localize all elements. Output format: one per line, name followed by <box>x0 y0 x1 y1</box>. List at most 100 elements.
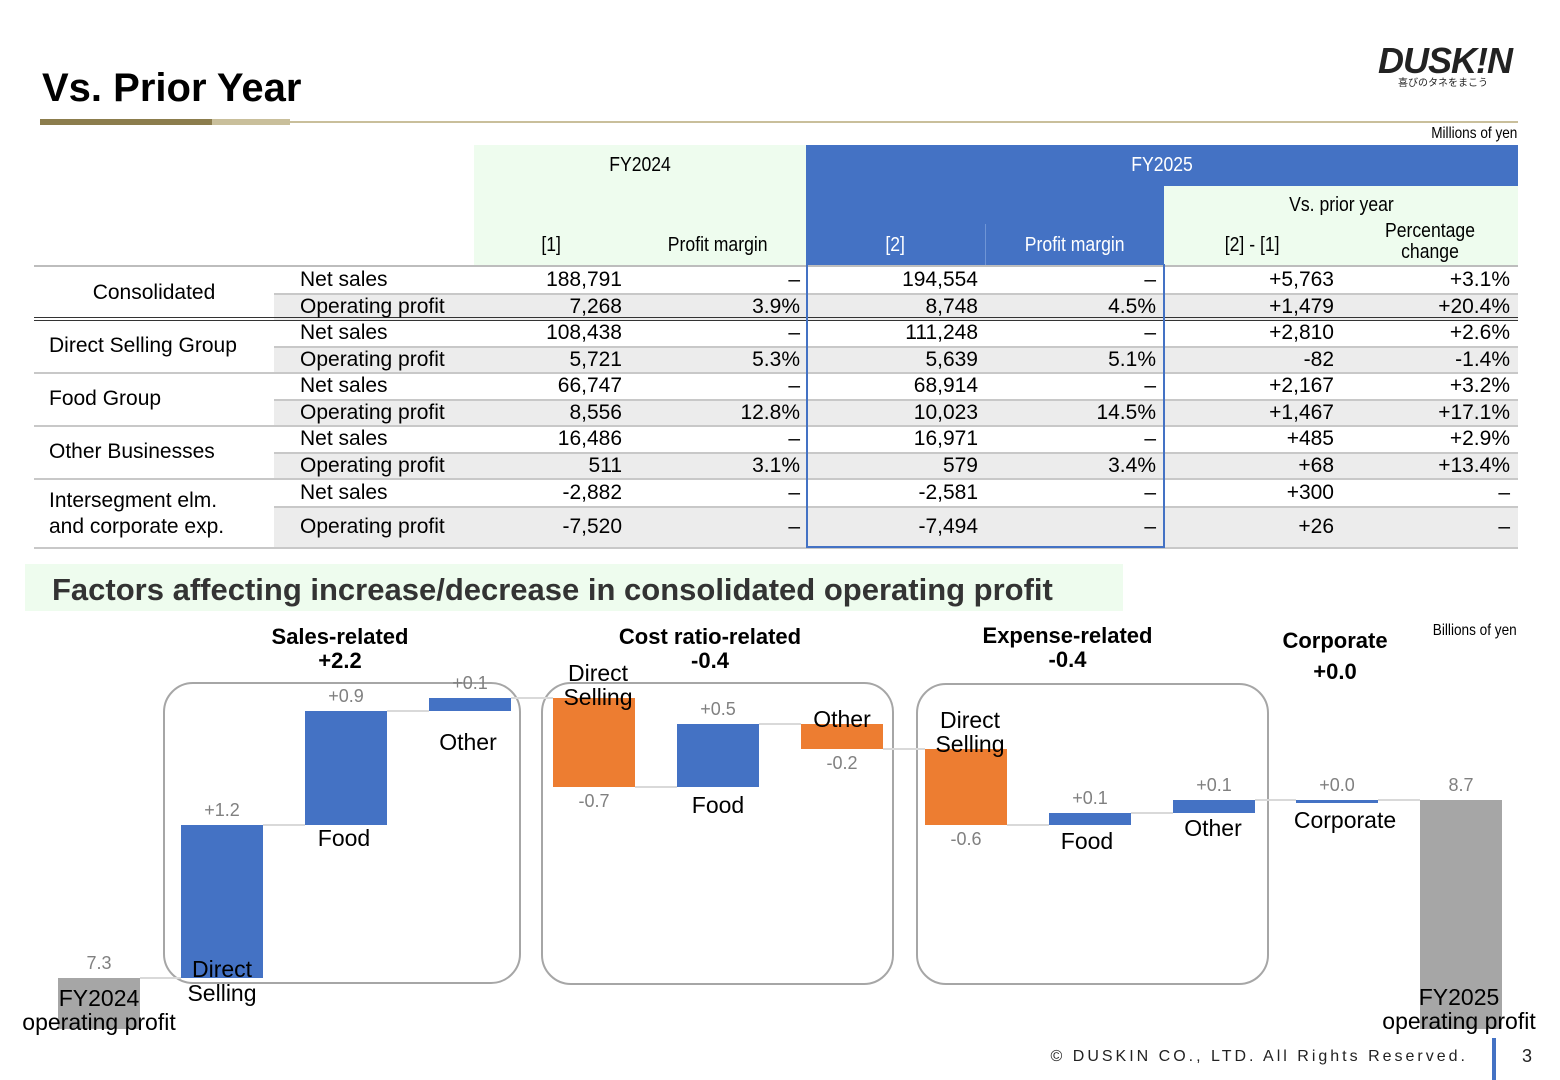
row-item-label: Net sales <box>300 481 388 504</box>
header-fy2025: FY2025 <box>806 145 1518 186</box>
cell-diff: +5,763 <box>1269 268 1334 291</box>
cell-fy2025: 111,248 <box>905 321 978 344</box>
waterfall-bar <box>1049 812 1131 826</box>
title-rule-dark <box>40 119 212 125</box>
waterfall-bar <box>58 978 140 1029</box>
cell-fy2025: 5,639 <box>925 347 978 371</box>
cell-fy2025: 579 <box>942 453 978 477</box>
cell-margin2: – <box>1144 481 1156 504</box>
cell-margin1: – <box>788 268 800 291</box>
row-item-label: Net sales <box>300 374 388 397</box>
cell-pct: +20.4% <box>1438 294 1510 318</box>
page-number: 3 <box>1522 1046 1533 1066</box>
header-fy2024: FY2024 <box>474 145 806 186</box>
table-top-line <box>34 265 1518 267</box>
waterfall-bar <box>305 711 387 826</box>
row-item-label: Net sales <box>300 427 388 450</box>
title-rule-light <box>212 119 290 125</box>
cell-pct: – <box>1498 481 1510 504</box>
category-line1: Food <box>317 825 371 851</box>
cell-margin1: – <box>788 321 800 344</box>
cell-fy2025: 194,554 <box>902 268 978 291</box>
waterfall-connector <box>263 824 305 827</box>
cell-diff: +485 <box>1286 427 1334 450</box>
segment-name: Consolidated <box>92 280 216 304</box>
cell-margin2: – <box>1144 427 1156 450</box>
waterfall-value-label: +0.1 <box>1072 787 1108 808</box>
waterfall-category-label: FY2025 operating profit <box>1369 985 1549 1033</box>
fy2025-highlight <box>806 264 1165 548</box>
waterfall-connector <box>1255 799 1296 801</box>
waterfall-category-label: Other <box>752 707 932 731</box>
waterfall-connector <box>1378 799 1420 801</box>
group-header-sales: Sales-related +2.2 <box>230 625 450 673</box>
waterfall-connector <box>635 786 677 789</box>
cell-pct: +2.6% <box>1449 321 1510 344</box>
category-line1: FY2025 <box>1418 984 1500 1010</box>
segment-name: Other Businesses <box>49 439 215 463</box>
category-line1: Corporate <box>1293 807 1397 833</box>
op-row-band <box>274 506 1518 547</box>
category-line2: Selling <box>935 731 1005 757</box>
cell-fy2024: 8,556 <box>569 400 622 424</box>
cell-pct: -1.4% <box>1455 347 1510 371</box>
row-separator <box>274 452 1518 454</box>
group-total: -0.4 <box>1048 647 1087 672</box>
cell-margin2: 5.1% <box>1108 347 1156 371</box>
segment-bottom-line <box>34 425 1518 427</box>
segment-name: Food Group <box>49 386 162 410</box>
waterfall-category-label: Corporate <box>1255 808 1435 832</box>
waterfall-value-label: -0.2 <box>826 753 858 774</box>
cell-margin1: – <box>788 514 800 538</box>
row-separator <box>274 399 1518 401</box>
category-line1: Direct <box>191 956 253 982</box>
waterfall-category-label: Food <box>628 793 808 817</box>
copyright: © DUSKIN CO., LTD. All Rights Reserved. <box>1050 1048 1468 1065</box>
waterfall-connector <box>1007 824 1049 827</box>
cell-diff: +1,479 <box>1269 294 1334 318</box>
op-row-band <box>274 399 1518 426</box>
category-line1: Other <box>439 729 497 755</box>
cell-fy2024: 188,791 <box>546 268 622 291</box>
op-row-band <box>274 346 1518 373</box>
waterfall-bar <box>677 723 759 788</box>
group-label: Sales-related <box>271 624 409 649</box>
table-unit: Millions of yen <box>1430 125 1517 142</box>
header-diff: [2] - [1] <box>1164 224 1341 266</box>
waterfall-bar <box>925 749 1007 826</box>
header-margin1: Profit margin <box>629 224 806 266</box>
cell-margin1: – <box>788 374 800 397</box>
cell-pct: +3.2% <box>1449 374 1510 397</box>
waterfall-value-label: +1.2 <box>204 800 240 821</box>
cell-fy2025: 16,971 <box>913 427 978 450</box>
cell-fy2024: 511 <box>588 453 622 477</box>
group-label: Cost ratio-related <box>618 624 802 649</box>
cell-fy2025: -2,581 <box>918 481 978 504</box>
row-item-label: Net sales <box>300 268 388 291</box>
segment-bottom-line <box>34 372 1518 374</box>
cell-margin1: – <box>788 481 800 504</box>
group-box-expense <box>916 683 1269 985</box>
group-label: Corporate <box>1282 628 1388 653</box>
cell-fy2024: 5,721 <box>569 347 622 371</box>
waterfall-bar <box>1296 800 1378 803</box>
waterfall-connector <box>883 748 925 751</box>
logo-tagline: 喜びのタネをまこう <box>1398 78 1488 89</box>
category-line1: Other <box>1184 815 1242 841</box>
segment-name-line1: Intersegment elm. <box>49 489 218 512</box>
waterfall-category-label: FY2024 operating profit <box>9 986 189 1034</box>
category-line1: FY2024 <box>58 985 140 1011</box>
cell-fy2024: 108,438 <box>546 321 622 344</box>
footer-divider <box>1492 1038 1496 1080</box>
header-divider <box>985 224 986 266</box>
cell-fy2024: -2,882 <box>562 481 622 504</box>
row-separator <box>274 506 1518 508</box>
duskin-logo: DUSK!N 喜びのタネをまこう <box>1378 40 1520 90</box>
row-item-label: Net sales <box>300 321 388 344</box>
cell-margin2: 3.4% <box>1108 453 1156 477</box>
segment-bottom-line <box>34 547 1518 549</box>
cell-margin2: – <box>1144 268 1156 291</box>
page-title: Vs. Prior Year <box>42 66 302 110</box>
row-separator <box>274 346 1518 348</box>
factors-title-bar <box>25 564 1123 611</box>
